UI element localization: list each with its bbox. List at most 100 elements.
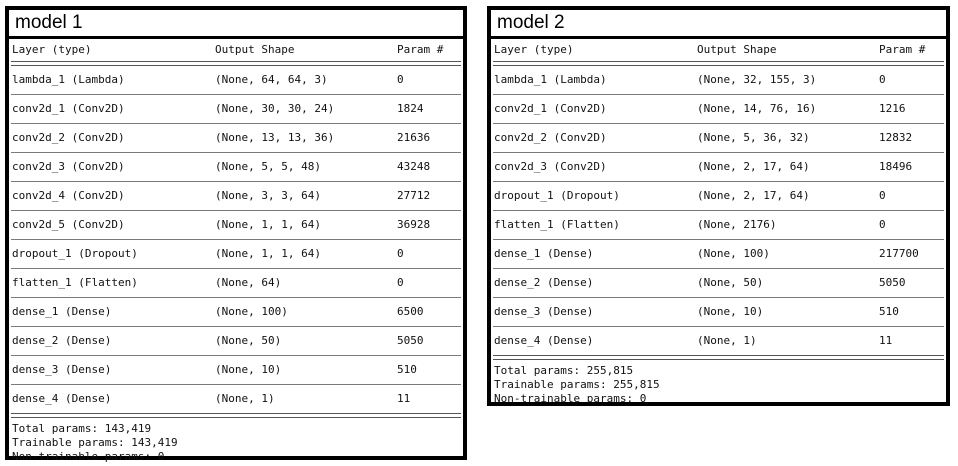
output-shape-cell: (None, 5, 36, 32) <box>697 131 810 144</box>
model-1-panel: model 1 Layer (type) Output Shape Param # la… <box>5 6 467 463</box>
table-header-row: Layer (type) Output Shape Param # <box>9 39 463 61</box>
output-shape-cell: (None, 50) <box>215 334 282 347</box>
param-count-cell: 0 <box>879 189 886 202</box>
output-shape-cell: (None, 100) <box>697 247 770 260</box>
row-separator <box>493 297 944 298</box>
output-shape-cell: (None, 1, 1, 64) <box>215 247 321 260</box>
param-count-cell: 5050 <box>879 276 906 289</box>
param-count-cell: 36928 <box>397 218 431 231</box>
param-count-cell: 43248 <box>397 160 431 173</box>
row-separator <box>493 239 944 240</box>
row-separator <box>11 384 461 385</box>
output-shape-cell: (None, 32, 155, 3) <box>697 73 817 86</box>
table-row: dense_1 (Dense) (None, 100) 217700 <box>491 240 946 268</box>
layer-name-cell: conv2d_1 (Conv2D) <box>12 102 125 115</box>
param-count-cell: 510 <box>397 363 417 376</box>
row-separator <box>11 355 461 356</box>
row-separator <box>11 94 461 95</box>
layer-name-cell: flatten_1 (Flatten) <box>12 276 138 289</box>
summary-line: Trainable params: 255,815 <box>494 378 660 391</box>
row-separator <box>493 268 944 269</box>
layer-name-cell: flatten_1 (Flatten) <box>494 218 620 231</box>
table-row: conv2d_4 (Conv2D) (None, 3, 3, 64) 27712 <box>9 182 463 210</box>
output-shape-cell: (None, 50) <box>697 276 764 289</box>
layer-name-cell: conv2d_3 (Conv2D) <box>494 160 607 173</box>
layer-name-cell: conv2d_1 (Conv2D) <box>494 102 607 115</box>
param-count-cell: 11 <box>879 334 893 347</box>
summary-line: Trainable params: 143,419 <box>12 436 178 449</box>
table-row: dense_3 (Dense) (None, 10) 510 <box>9 356 463 384</box>
output-shape-cell: (None, 3, 3, 64) <box>215 189 321 202</box>
row-separator <box>11 210 461 211</box>
layer-name-cell: conv2d_3 (Conv2D) <box>12 160 125 173</box>
param-count-cell: 1824 <box>397 102 424 115</box>
double-separator <box>493 355 944 360</box>
table-row: conv2d_3 (Conv2D) (None, 5, 5, 48) 43248 <box>9 153 463 181</box>
output-shape-cell: (None, 2, 17, 64) <box>697 160 810 173</box>
model-summary-table: Layer (type) Output Shape Param # lambda_1 … <box>9 39 463 464</box>
summary-line: Total params: 143,419 <box>12 422 152 435</box>
param-count-cell: 0 <box>397 276 404 289</box>
output-shape-cell: (None, 64) <box>215 276 282 289</box>
table-row: dense_4 (Dense) (None, 1) 11 <box>9 385 463 413</box>
output-shape-cell: (None, 10) <box>215 363 282 376</box>
param-count-cell: 18496 <box>879 160 913 173</box>
param-count-cell: 217700 <box>879 247 919 260</box>
row-separator <box>11 239 461 240</box>
table-row: conv2d_1 (Conv2D) (None, 30, 30, 24) 1824 <box>9 95 463 123</box>
output-shape-cell: (None, 1) <box>697 334 757 347</box>
layer-name-cell: dense_4 (Dense) <box>12 392 112 405</box>
output-shape-cell: (None, 1) <box>215 392 275 405</box>
layer-name-cell: dropout_1 (Dropout) <box>12 247 138 260</box>
column-header: Output Shape <box>697 43 777 56</box>
param-count-cell: 0 <box>879 73 886 86</box>
param-count-cell: 0 <box>397 247 404 260</box>
table-header-row: Layer (type) Output Shape Param # <box>491 39 946 61</box>
summary-line: Non-trainable params: 0 <box>494 392 647 405</box>
table-row: dropout_1 (Dropout) (None, 1, 1, 64) 0 <box>9 240 463 268</box>
row-separator <box>11 326 461 327</box>
table-row: dense_2 (Dense) (None, 50) 5050 <box>491 269 946 297</box>
row-separator <box>493 181 944 182</box>
layer-name-cell: dropout_1 (Dropout) <box>494 189 620 202</box>
model-2-panel: model 2 Layer (type) Output Shape Param # la… <box>487 6 950 406</box>
output-shape-cell: (None, 14, 76, 16) <box>697 102 817 115</box>
layer-name-cell: lambda_1 (Lambda) <box>494 73 607 86</box>
output-shape-cell: (None, 13, 13, 36) <box>215 131 335 144</box>
layer-name-cell: conv2d_5 (Conv2D) <box>12 218 125 231</box>
layer-name-cell: conv2d_2 (Conv2D) <box>494 131 607 144</box>
column-header: Output Shape <box>215 43 295 56</box>
output-shape-cell: (None, 64, 64, 3) <box>215 73 328 86</box>
layer-name-cell: dense_3 (Dense) <box>12 363 112 376</box>
summary-line: Non-trainable params: 0 <box>12 450 165 463</box>
layer-name-cell: dense_2 (Dense) <box>12 334 112 347</box>
row-separator <box>493 94 944 95</box>
table-row: dropout_1 (Dropout) (None, 2, 17, 64) 0 <box>491 182 946 210</box>
table-row: conv2d_1 (Conv2D) (None, 14, 76, 16) 1216 <box>491 95 946 123</box>
row-separator <box>493 123 944 124</box>
column-header: Param # <box>397 43 444 56</box>
params-summary: Total params: 255,815 Trainable params: 2… <box>491 360 946 406</box>
table-row: conv2d_2 (Conv2D) (None, 13, 13, 36) 21636 <box>9 124 463 152</box>
row-separator <box>493 210 944 211</box>
table-row: lambda_1 (Lambda) (None, 64, 64, 3) 0 <box>9 66 463 94</box>
param-count-cell: 0 <box>879 218 886 231</box>
model-title: model 1 <box>9 10 463 39</box>
model-title: model 2 <box>491 10 946 39</box>
summary-line: Total params: 255,815 <box>494 364 634 377</box>
column-header: Param # <box>879 43 926 56</box>
row-separator <box>11 181 461 182</box>
param-count-cell: 510 <box>879 305 899 318</box>
param-count-cell: 1216 <box>879 102 906 115</box>
column-header: Layer (type) <box>494 43 574 56</box>
layer-name-cell: lambda_1 (Lambda) <box>12 73 125 86</box>
output-shape-cell: (None, 10) <box>697 305 764 318</box>
layer-name-cell: dense_4 (Dense) <box>494 334 594 347</box>
table-row: conv2d_5 (Conv2D) (None, 1, 1, 64) 36928 <box>9 211 463 239</box>
param-count-cell: 27712 <box>397 189 431 202</box>
params-summary: Total params: 143,419 Trainable params: 1… <box>9 418 463 464</box>
layer-name-cell: dense_1 (Dense) <box>12 305 112 318</box>
double-separator <box>11 413 461 418</box>
param-count-cell: 12832 <box>879 131 913 144</box>
table-row: dense_1 (Dense) (None, 100) 6500 <box>9 298 463 326</box>
